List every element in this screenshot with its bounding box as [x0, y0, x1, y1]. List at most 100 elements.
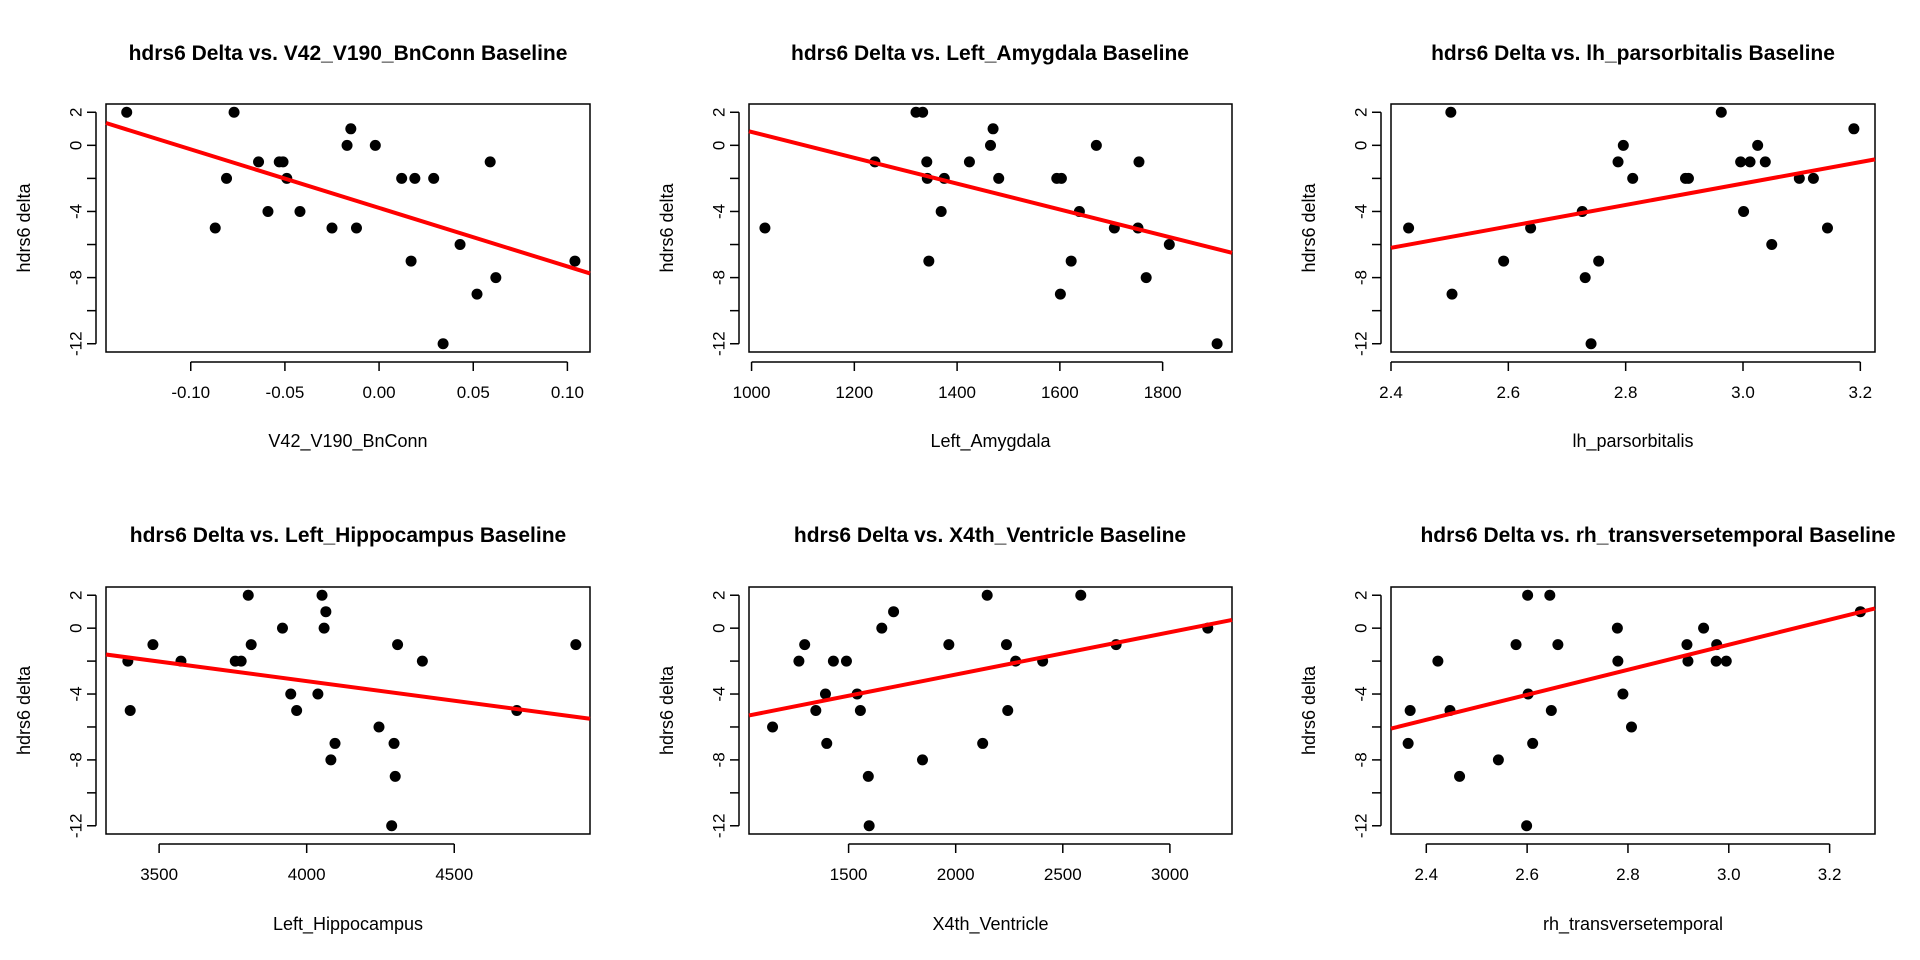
y-tick-label: 0 — [1352, 623, 1371, 632]
y-axis-label: hdrs6 delta — [14, 665, 34, 755]
y-axis-label: hdrs6 delta — [14, 182, 34, 272]
data-point — [326, 222, 338, 234]
x-tick-label: 4000 — [288, 865, 326, 884]
data-point — [1735, 156, 1747, 168]
plot-frame — [1390, 103, 1876, 353]
data-point — [977, 737, 989, 749]
y-tick-label: -8 — [1352, 270, 1371, 285]
data-point — [235, 655, 247, 667]
data-point — [291, 705, 303, 716]
data-point — [819, 688, 831, 700]
data-point — [1612, 156, 1624, 168]
data-point — [221, 172, 233, 184]
data-point — [350, 222, 362, 234]
data-point — [471, 288, 483, 300]
data-point — [1510, 639, 1522, 651]
data-point — [1545, 705, 1557, 716]
chart-panel-2: hdrs6 Delta vs. Left_Amygdala Baseline 10… — [657, 42, 1233, 452]
x-tick-label: 1600 — [1041, 383, 1079, 402]
data-point — [985, 139, 996, 151]
y-tick-label: -12 — [67, 813, 86, 838]
plot-frame — [1390, 586, 1876, 835]
data-point — [1492, 754, 1504, 766]
data-point — [1525, 222, 1537, 234]
data-point — [228, 106, 240, 118]
plot-frame — [105, 586, 591, 835]
data-point — [1454, 770, 1466, 782]
x-tick-label: 3500 — [140, 865, 178, 884]
plot-frame — [105, 103, 591, 353]
data-point — [242, 589, 254, 601]
data-point — [209, 222, 221, 234]
data-point — [490, 272, 502, 284]
data-point — [840, 655, 852, 667]
y-tick-label: -12 — [67, 331, 86, 356]
y-tick-label: 2 — [67, 590, 86, 599]
y-tick-label: 0 — [67, 623, 86, 632]
data-point — [1585, 338, 1597, 350]
data-point — [1821, 222, 1833, 234]
data-point — [320, 606, 332, 618]
y-tick-label: 0 — [710, 623, 729, 632]
data-point — [1715, 106, 1727, 118]
data-point — [1738, 205, 1750, 217]
data-point — [325, 754, 337, 766]
data-point — [1681, 639, 1693, 651]
plot-frame — [748, 586, 1233, 835]
data-point — [1682, 172, 1694, 184]
x-tick-label: 1400 — [938, 383, 976, 402]
x-tick-label: 2500 — [1044, 865, 1082, 884]
data-point — [1759, 156, 1771, 168]
data-point — [943, 639, 955, 651]
y-tick-label: 2 — [1352, 590, 1371, 599]
data-point — [454, 239, 466, 251]
data-point — [1446, 288, 1458, 300]
x-tick-label: 2.6 — [1497, 383, 1521, 402]
data-point — [345, 123, 357, 135]
data-point — [1625, 721, 1637, 733]
chart-title: hdrs6 Delta vs. lh_parsorbitalis Baselin… — [1431, 42, 1835, 65]
data-point — [827, 655, 839, 667]
data-point — [1544, 589, 1556, 601]
data-point — [1054, 288, 1066, 300]
x-tick-label: 1800 — [1144, 383, 1182, 402]
y-axis-label: hdrs6 delta — [1299, 182, 1319, 272]
y-tick-label: -4 — [710, 204, 729, 219]
data-point — [1498, 255, 1510, 267]
data-point — [1055, 172, 1067, 184]
data-point — [1527, 737, 1539, 749]
data-point — [570, 639, 582, 651]
data-point — [1617, 688, 1629, 700]
data-point — [981, 589, 993, 601]
x-tick-label: 4500 — [435, 865, 473, 884]
y-tick-label: -8 — [67, 270, 86, 285]
regression-line — [105, 652, 591, 721]
x-tick-label: 0.00 — [363, 383, 396, 402]
x-tick-label: 1200 — [835, 383, 873, 402]
regression-line — [748, 617, 1233, 718]
data-point — [1522, 589, 1534, 601]
x-axis-label: lh_parsorbitalis — [1572, 431, 1693, 452]
x-tick-label: 0.10 — [551, 383, 584, 402]
data-point — [876, 622, 888, 634]
data-point — [318, 622, 330, 634]
regression-line — [748, 129, 1233, 255]
y-tick-label: 2 — [710, 108, 729, 117]
data-point — [276, 622, 288, 634]
data-point — [1720, 655, 1732, 667]
regression-line — [105, 121, 591, 276]
data-point — [987, 123, 999, 135]
y-tick-label: -4 — [1352, 686, 1371, 701]
data-point — [1403, 222, 1415, 234]
x-tick-label: 3.2 — [1849, 383, 1873, 402]
data-point — [121, 106, 133, 118]
chart-title: hdrs6 Delta vs. X4th_Ventricle Baseline — [794, 524, 1186, 547]
data-point — [917, 106, 929, 118]
chart-title: hdrs6 Delta vs. rh_transversetemporal Ba… — [1420, 524, 1895, 547]
x-tick-label: 0.05 — [457, 383, 490, 402]
data-point — [285, 688, 297, 700]
data-point — [1744, 156, 1756, 168]
data-point — [373, 721, 385, 733]
x-tick-label: 3.2 — [1818, 865, 1842, 884]
